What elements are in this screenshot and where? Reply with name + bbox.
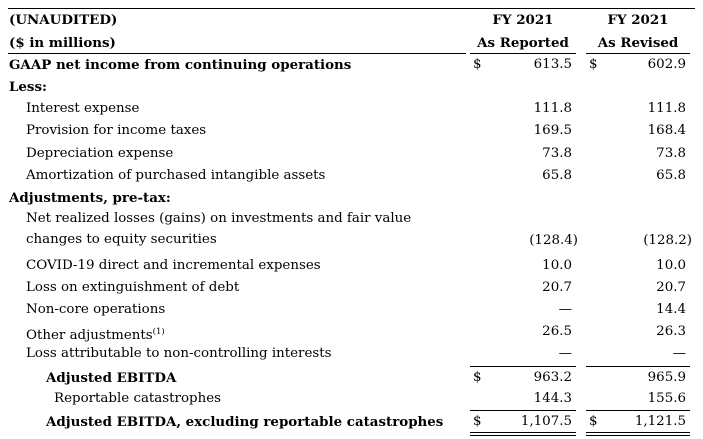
col2-label: As Revised bbox=[597, 35, 679, 51]
row-non-controlling-reported: — bbox=[558, 346, 572, 361]
row-covid-reported: 10.0 bbox=[542, 258, 572, 273]
total-rule-col1 bbox=[470, 410, 576, 411]
row-net-realized-losses-reported: (128.4) bbox=[529, 233, 578, 248]
dollar-sign: $ bbox=[473, 57, 482, 72]
row-other-adjustments-label: Other adjustments(1) bbox=[26, 324, 165, 344]
row-loss-extinguishment-label: Loss on extinguishment of debt bbox=[26, 280, 240, 295]
row-net-realized-losses-revised: (128.2) bbox=[643, 233, 692, 248]
row-other-adjustments-text: Other adjustments bbox=[26, 328, 153, 343]
subtotal-rule-col2 bbox=[586, 366, 690, 367]
row-net-realized-losses-label-line1: Net realized losses (gains) on investmen… bbox=[26, 211, 412, 226]
row-depreciation-label: Depreciation expense bbox=[26, 146, 174, 161]
double-rule-col1 bbox=[470, 432, 576, 436]
row-non-core-label: Non-core operations bbox=[26, 302, 166, 317]
row-loss-extinguishment-reported: 20.7 bbox=[542, 280, 572, 295]
row-adjusted-ebitda-ex-cat-revised: 1,121.5 bbox=[634, 414, 686, 429]
row-non-core-revised: 14.4 bbox=[656, 302, 686, 317]
row-adjusted-ebitda-ex-cat-reported: 1,107.5 bbox=[520, 414, 572, 429]
row-depreciation-revised: 73.8 bbox=[656, 146, 686, 161]
header-rule-col1 bbox=[470, 53, 576, 54]
row-interest-expense-label: Interest expense bbox=[26, 101, 140, 116]
subtotal-rule-col1 bbox=[470, 366, 576, 367]
dollar-sign: $ bbox=[473, 370, 482, 385]
row-depreciation-reported: 73.8 bbox=[542, 146, 572, 161]
row-reportable-catastrophes-revised: 155.6 bbox=[647, 391, 686, 406]
row-amortization-reported: 65.8 bbox=[542, 168, 572, 183]
top-rule bbox=[8, 8, 695, 9]
double-rule-col2 bbox=[586, 432, 690, 436]
row-non-controlling-revised: — bbox=[672, 346, 686, 361]
row-covid-label: COVID-19 direct and incremental expenses bbox=[26, 258, 321, 273]
row-net-realized-losses-label-line2: changes to equity securities bbox=[26, 232, 217, 247]
row-amortization-revised: 65.8 bbox=[656, 168, 686, 183]
row-interest-expense-reported: 111.8 bbox=[533, 101, 572, 116]
row-interest-expense-revised: 111.8 bbox=[647, 101, 686, 116]
row-other-adjustments-revised: 26.3 bbox=[656, 324, 686, 339]
row-adjusted-ebitda-label: Adjusted EBITDA bbox=[46, 370, 177, 386]
col1-label: As Reported bbox=[477, 35, 569, 51]
row-other-adjustments-reported: 26.5 bbox=[542, 324, 572, 339]
row-gaap-net-income-label: GAAP net income from continuing operatio… bbox=[9, 57, 352, 73]
dollar-sign: $ bbox=[589, 57, 598, 72]
dollar-sign: $ bbox=[473, 414, 482, 429]
less-heading: Less: bbox=[9, 79, 47, 95]
header-rule-label bbox=[8, 53, 466, 54]
row-covid-revised: 10.0 bbox=[656, 258, 686, 273]
footnote-marker: (1) bbox=[152, 327, 165, 337]
dollar-sign: $ bbox=[589, 414, 598, 429]
row-provision-income-taxes-revised: 168.4 bbox=[647, 123, 686, 138]
col2-year: FY 2021 bbox=[607, 12, 669, 28]
row-non-controlling-label: Loss attributable to non-controlling int… bbox=[26, 346, 332, 361]
col1-year: FY 2021 bbox=[492, 12, 554, 28]
row-gaap-net-income-revised: 602.9 bbox=[647, 57, 686, 72]
row-adjusted-ebitda-reported: 963.2 bbox=[533, 370, 572, 385]
row-non-core-reported: — bbox=[558, 302, 572, 317]
row-reportable-catastrophes-reported: 144.3 bbox=[533, 391, 572, 406]
header-unaudited: (UNAUDITED) bbox=[9, 12, 118, 28]
row-adjusted-ebitda-ex-cat-label: Adjusted EBITDA, excluding reportable ca… bbox=[46, 414, 444, 430]
row-gaap-net-income-reported: 613.5 bbox=[533, 57, 572, 72]
total-rule-col2 bbox=[586, 410, 690, 411]
row-provision-income-taxes-reported: 169.5 bbox=[533, 123, 572, 138]
row-amortization-label: Amortization of purchased intangible ass… bbox=[26, 168, 326, 183]
header-units: ($ in millions) bbox=[9, 35, 116, 51]
header-rule-col2 bbox=[586, 53, 690, 54]
row-reportable-catastrophes-label: Reportable catastrophes bbox=[54, 391, 221, 406]
row-loss-extinguishment-revised: 20.7 bbox=[656, 280, 686, 295]
row-provision-income-taxes-label: Provision for income taxes bbox=[26, 123, 207, 138]
adjustments-heading: Adjustments, pre-tax: bbox=[9, 190, 171, 206]
row-adjusted-ebitda-revised: 965.9 bbox=[647, 370, 686, 385]
